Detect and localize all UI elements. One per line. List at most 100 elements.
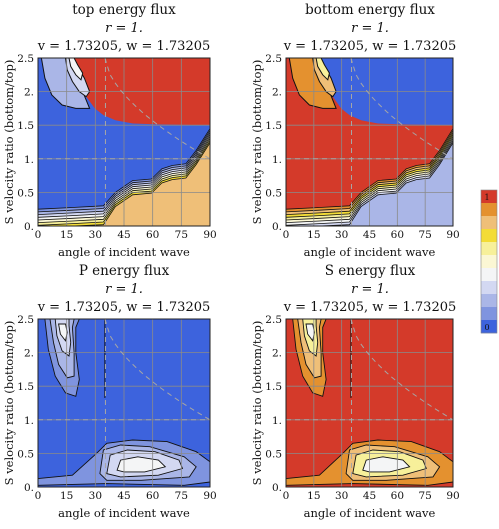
x-tick-label: 0 [35,229,42,241]
x-tick-label: 30 [335,229,348,241]
y-tick-label: 2. [24,348,34,360]
x-tick-label: 90 [203,490,216,502]
panel-title: top energy flux [72,2,176,18]
y-tick-label: 0. [24,482,34,494]
plot-area [286,319,453,487]
x-tick-label: 75 [175,229,188,241]
dashed-curve [350,58,453,160]
y-tick-label: 1.5 [17,381,34,393]
y-tick-label: 2.5 [265,53,282,65]
legend-swatch [481,242,497,256]
panel-subtitle-r: r = 1. [351,21,389,36]
y-tick-label: 1. [24,154,34,166]
x-tick-label: 90 [446,490,459,502]
x-tick-label: 15 [307,229,320,241]
y-tick-label: 2. [24,87,34,99]
y-tick-label: 0.5 [17,448,34,460]
legend-swatch [481,307,497,321]
y-axis-label: S velocity ratio (bottom/top) [2,321,16,486]
plot-frame [37,57,211,227]
x-tick-label: 0 [283,229,290,241]
y-tick-label: 1.5 [265,381,282,393]
legend-swatch [481,320,497,334]
dashed-curve [104,319,210,421]
legend-swatch [481,294,497,308]
lower-band-8 [38,141,210,226]
legend-swatch [481,281,497,295]
panel-subtitle-r: r = 1. [105,282,143,297]
chart-panel-1: top energy flux r = 1. v = 1.73205, w = 1.… [2,2,217,259]
y-axis-label: S velocity ratio (bottom/top) [2,60,16,225]
plot-area [38,319,210,487]
panel-title: P energy flux [79,263,170,279]
lower-band-8 [286,141,453,226]
x-tick-label: 15 [60,229,73,241]
panel-subtitle-vw: v = 1.73205, w = 1.73205 [283,300,457,315]
y-tick-label: 2. [272,348,282,360]
x-tick-label: 60 [391,490,404,502]
plot-area [286,58,453,226]
y-tick-label: 0. [24,221,34,233]
x-tick-label: 90 [203,229,216,241]
x-tick-label: 15 [307,490,320,502]
y-tick-label: 1. [272,415,282,427]
y-tick-label: 0.5 [265,187,282,199]
y-tick-label: 2.5 [265,314,282,326]
plot-frame [285,57,454,227]
y-axis-label: S velocity ratio (bottom/top) [250,60,264,225]
x-tick-label: 45 [117,490,130,502]
x-tick-label: 75 [418,490,431,502]
y-tick-label: 1. [272,154,282,166]
panel-subtitle-vw: v = 1.73205, w = 1.73205 [37,39,211,54]
legend-frame [480,189,498,334]
lower-lobe-4 [362,456,411,473]
y-axis-label: S velocity ratio (bottom/top) [250,321,264,486]
panel-title: bottom energy flux [305,2,435,18]
upper-lobe-inner [315,58,330,81]
dashed-curve [104,58,210,160]
y-tick-label: 2.5 [17,314,34,326]
legend-swatch [481,190,497,204]
y-tick-label: 2. [272,87,282,99]
x-tick-label: 60 [391,229,404,241]
x-tick-label: 0 [283,490,290,502]
x-tick-label: 75 [418,229,431,241]
lower-lobe-4 [116,456,167,473]
x-axis-label: angle of incident wave [58,245,190,259]
chart-panel-3: P energy flux r = 1. v = 1.73205, w = 1.73… [2,263,217,520]
legend-swatch [481,268,497,282]
chart-panel-2: bottom energy flux r = 1. v = 1.73205, w =… [250,2,460,259]
y-tick-label: 0. [272,221,282,233]
y-tick-label: 2.5 [17,53,34,65]
legend-swatch [481,203,497,217]
x-tick-label: 60 [146,229,159,241]
y-tick-label: 1.5 [17,120,34,132]
panel-subtitle-vw: v = 1.73205, w = 1.73205 [37,300,211,315]
legend-swatch [481,255,497,269]
legend-swatch [481,216,497,230]
plot-frame [285,318,454,488]
panel-title: S energy flux [325,263,416,279]
x-tick-label: 45 [363,229,376,241]
panel-subtitle-vw: v = 1.73205, w = 1.73205 [283,39,457,54]
chart-panel-4: S energy flux r = 1. v = 1.73205, w = 1.73… [250,263,460,520]
x-axis-label: angle of incident wave [304,506,436,520]
y-tick-label: 1. [24,415,34,427]
x-tick-label: 45 [117,229,130,241]
x-tick-label: 45 [363,490,376,502]
x-tick-label: 15 [60,490,73,502]
y-tick-label: 0.5 [265,448,282,460]
x-tick-label: 0 [35,490,42,502]
x-tick-label: 90 [446,229,459,241]
plot-area [38,58,210,226]
y-tick-label: 0.5 [17,187,34,199]
y-tick-label: 0. [272,482,282,494]
legend-min-label: 0 [484,323,489,332]
plot-frame [37,318,211,488]
legend-swatch [481,229,497,243]
color-legend: 10 [480,189,498,334]
x-tick-label: 30 [335,490,348,502]
y-tick-label: 1.5 [265,120,282,132]
